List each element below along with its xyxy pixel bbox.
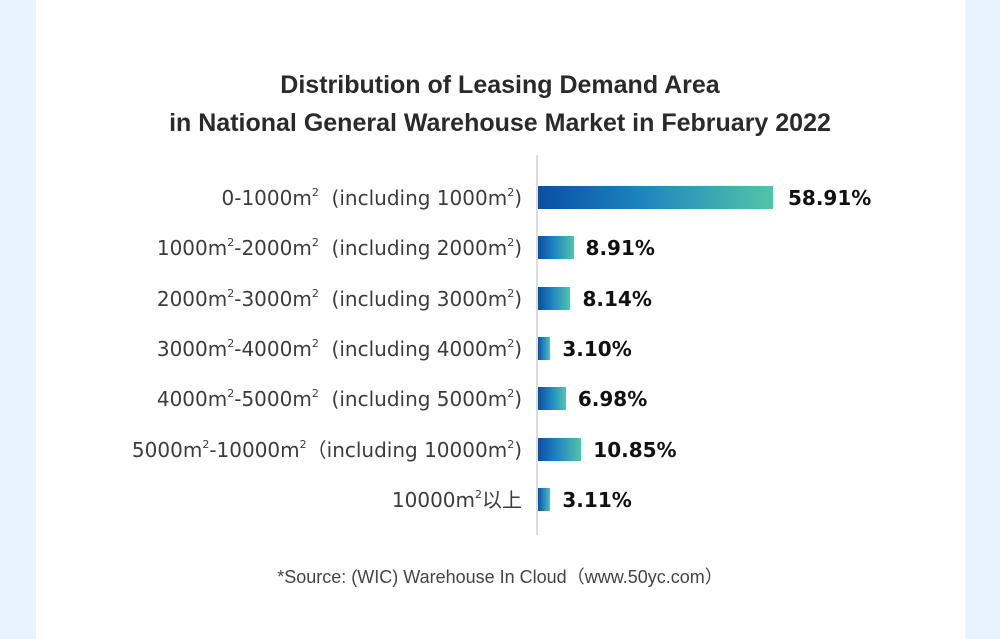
- category-text: 4000m: [156, 387, 228, 411]
- category-text: 1000m: [156, 236, 228, 260]
- source-note: *Source: (WIC) Warehouse In Cloud（www.50…: [277, 567, 723, 587]
- chart-card: [36, 0, 965, 639]
- value-label: 8.14%: [582, 287, 652, 311]
- superscript: 2: [507, 438, 515, 451]
- category-text: 0-1000m: [221, 186, 312, 210]
- bar: [538, 236, 574, 259]
- category-text: -2000m: [234, 236, 312, 260]
- value-label: 10.85%: [593, 438, 677, 462]
- category-text: ): [514, 387, 522, 411]
- category-text: (including 2000m: [318, 236, 508, 260]
- category-text: (including 3000m: [318, 287, 508, 311]
- bar-row: 1000m2-2000m2 (including 2000m2) 8.91%: [0, 235, 1000, 261]
- category-text: 10000m: [391, 488, 475, 512]
- superscript: 2: [507, 186, 515, 199]
- category-text: 5000m: [131, 438, 203, 462]
- chart-title-line-1: Distribution of Leasing Demand Area: [280, 71, 720, 99]
- bar: [538, 337, 551, 360]
- superscript: 2: [311, 236, 319, 249]
- superscript: 2: [202, 438, 210, 451]
- category-text: -4000m: [234, 337, 312, 361]
- category-text: ): [514, 287, 522, 311]
- category-text: -5000m: [234, 387, 312, 411]
- category-text: -3000m: [234, 287, 312, 311]
- bar: [538, 287, 571, 310]
- category-text: ): [514, 337, 522, 361]
- value-label: 6.98%: [577, 387, 648, 411]
- superscript: 2: [227, 287, 235, 300]
- superscript: 2: [299, 438, 307, 451]
- category-text: ): [514, 438, 522, 462]
- bar-row: 3000m2-4000m2 (including 4000m2) 3.10%: [0, 336, 1000, 362]
- superscript: 2: [311, 287, 319, 300]
- bar-row: 0-1000m2 (including 1000m2) 58.91%: [0, 185, 1000, 211]
- category-label: 10000m2以上: [392, 487, 522, 513]
- value-label: 3.10%: [562, 337, 632, 361]
- category-text: 3000m: [156, 337, 228, 361]
- value-label: 3.11%: [562, 488, 632, 512]
- superscript: 2: [311, 186, 319, 199]
- category-text: (including 4000m: [318, 337, 508, 361]
- superscript: 2: [507, 337, 515, 350]
- value-label: 8.91%: [585, 236, 655, 260]
- bar-row: 10000m2以上 3.11%: [0, 487, 1000, 513]
- bar: [538, 186, 773, 209]
- category-label: 0-1000m2 (including 1000m2): [222, 185, 522, 211]
- category-text: (including 5000m: [318, 387, 508, 411]
- bar: [538, 387, 566, 410]
- category-axis-line: [536, 155, 538, 535]
- superscript: 2: [311, 337, 319, 350]
- category-text: （including 10000m: [306, 438, 508, 462]
- chart-title: Distribution of Leasing Demand Area in N…: [0, 66, 1000, 142]
- chart-title-line-2: in National General Warehouse Market in …: [169, 109, 831, 137]
- superscript: 2: [507, 287, 515, 300]
- category-label: 2000m2-3000m2 (including 3000m2): [157, 286, 522, 312]
- bar-row: 2000m2-3000m2 (including 3000m2) 8.14%: [0, 286, 1000, 312]
- category-text: ): [514, 236, 522, 260]
- category-text: ): [514, 186, 522, 210]
- category-text: 2000m: [156, 287, 228, 311]
- bar: [538, 438, 582, 461]
- category-label: 5000m2-10000m2（including 10000m2): [132, 437, 522, 463]
- superscript: 2: [507, 387, 515, 400]
- category-text: (including 1000m: [318, 186, 508, 210]
- category-label: 3000m2-4000m2 (including 4000m2): [157, 336, 522, 362]
- bar-row: 5000m2-10000m2（including 10000m2) 10.85%: [0, 437, 1000, 463]
- bar: [538, 488, 551, 511]
- superscript: 2: [475, 488, 482, 501]
- category-text: 以上: [482, 488, 522, 512]
- superscript: 2: [227, 387, 235, 400]
- category-label: 1000m2-2000m2 (including 2000m2): [157, 235, 522, 261]
- superscript: 2: [227, 337, 235, 350]
- superscript: 2: [227, 236, 235, 249]
- superscript: 2: [507, 236, 515, 249]
- category-text: -10000m: [209, 438, 300, 462]
- category-label: 4000m2-5000m2 (including 5000m2): [157, 386, 522, 412]
- superscript: 2: [311, 387, 319, 400]
- value-label: 58.91%: [788, 186, 872, 210]
- bar-row: 4000m2-5000m2 (including 5000m2) 6.98%: [0, 386, 1000, 412]
